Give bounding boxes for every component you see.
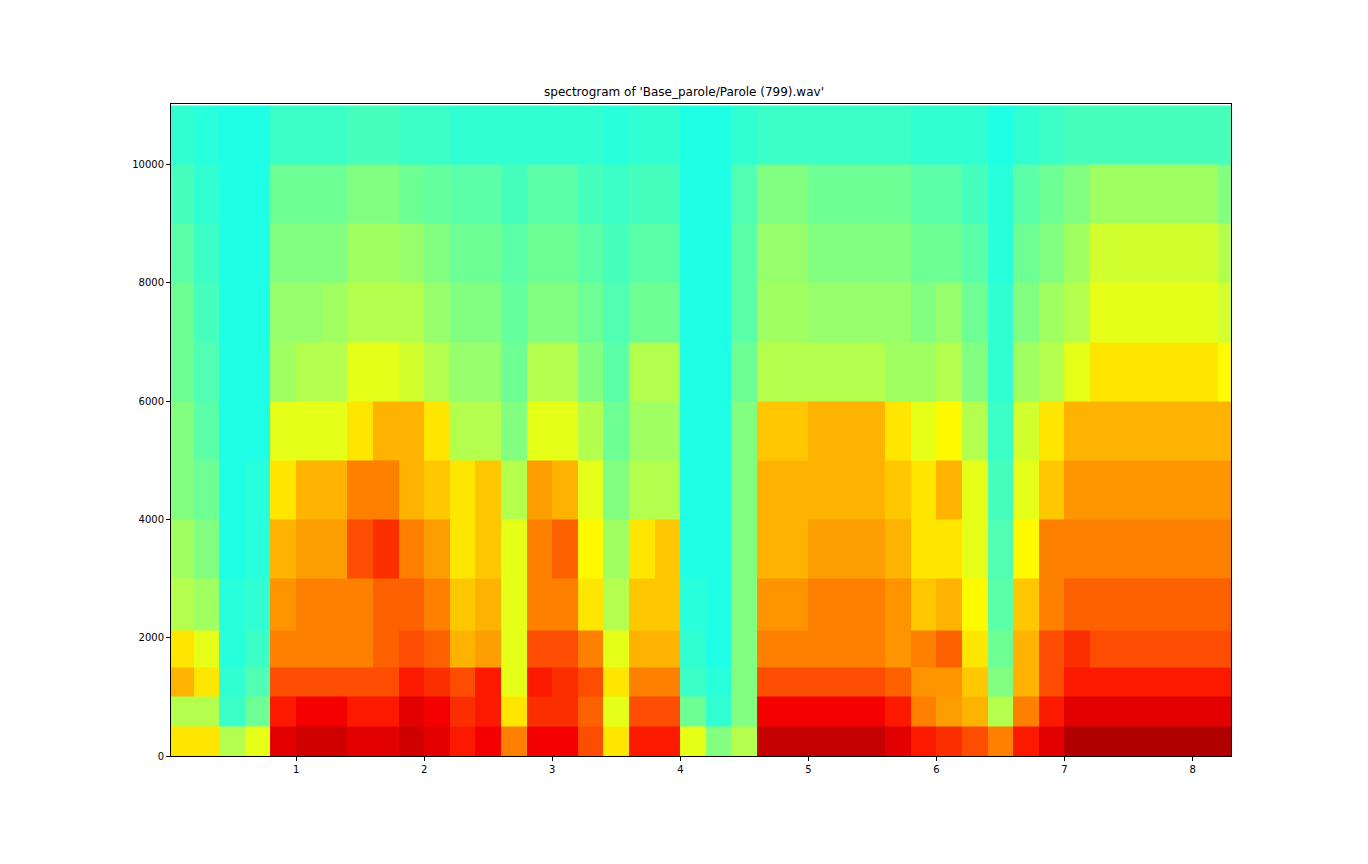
svg-text:spectrogram of 'Base_parole/Pa: spectrogram of 'Base_parole/Parole (799)… bbox=[544, 85, 824, 99]
svg-text:2: 2 bbox=[421, 764, 427, 775]
svg-text:6000: 6000 bbox=[139, 396, 164, 407]
svg-text:6: 6 bbox=[933, 764, 939, 775]
svg-text:1: 1 bbox=[293, 764, 299, 775]
svg-text:8: 8 bbox=[1189, 764, 1195, 775]
svg-text:7: 7 bbox=[1061, 764, 1067, 775]
svg-text:4: 4 bbox=[677, 764, 683, 775]
svg-text:3: 3 bbox=[549, 764, 555, 775]
svg-text:0: 0 bbox=[158, 751, 164, 762]
svg-text:5: 5 bbox=[805, 764, 811, 775]
svg-text:2000: 2000 bbox=[139, 632, 164, 643]
svg-text:4000: 4000 bbox=[139, 514, 164, 525]
svg-text:8000: 8000 bbox=[139, 277, 164, 288]
svg-text:10000: 10000 bbox=[132, 159, 164, 170]
